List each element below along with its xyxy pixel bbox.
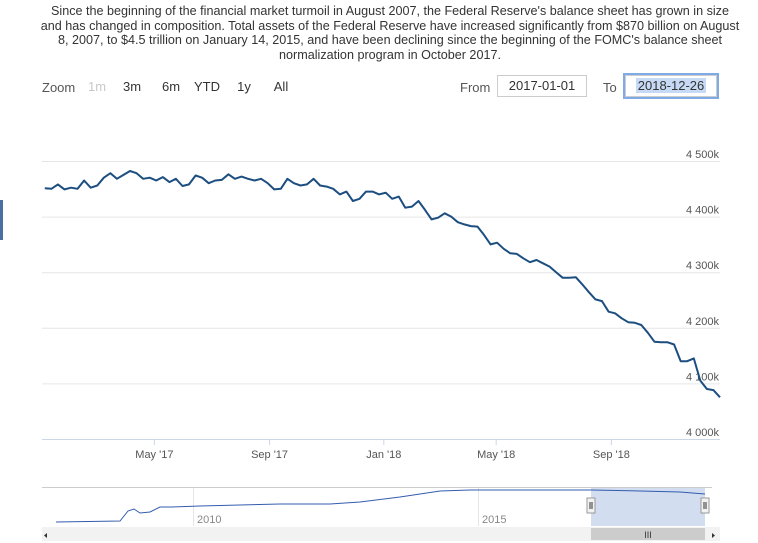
- navigator-series: [55, 489, 706, 523]
- navigator-handle: [586, 497, 596, 514]
- y-tick-label: 4 200k: [686, 316, 720, 328]
- to-label: To: [603, 80, 617, 95]
- zoom-1y-button[interactable]: 1y: [237, 79, 251, 94]
- x-axis: May '17 Sep '17 Jan '18 May '18 Sep '18: [135, 439, 630, 461]
- to-date-value: 2018-12-26: [635, 78, 707, 93]
- scroll-right-arrow-icon: [712, 533, 715, 538]
- navigator-selected-range: [591, 488, 705, 526]
- y-tick-label: 4 400k: [686, 205, 720, 217]
- from-date-input[interactable]: 2017-01-01: [497, 75, 587, 97]
- from-label: From: [460, 80, 491, 95]
- y-axis-labels: 4 000k 4 100k 4 200k 4 300k 4 400k 4 500k: [686, 149, 720, 439]
- y-tick-label: 4 300k: [686, 260, 720, 272]
- x-tick-label: Sep '18: [593, 449, 630, 461]
- scrollbar-track: [42, 527, 720, 541]
- zoom-label: Zoom: [42, 80, 76, 95]
- zoom-ytd-button[interactable]: YTD: [194, 79, 220, 94]
- scrollbar-grip-icon: III: [644, 530, 652, 540]
- series-line: [44, 170, 721, 398]
- to-date-input[interactable]: 2018-12-26: [623, 73, 719, 99]
- navigator: 2010 2015 III: [42, 487, 720, 541]
- left-accent-bar: [0, 200, 3, 240]
- navigator-year-label: 2015: [482, 514, 506, 526]
- y-tick-label: 4 500k: [686, 149, 720, 161]
- from-date-value: 2017-01-01: [508, 78, 576, 93]
- x-tick-label: Jan '18: [366, 449, 401, 461]
- scrollbar-thumb: [591, 528, 705, 540]
- zoom-3m-button[interactable]: 3m: [122, 79, 142, 94]
- y-tick-label: 4 100k: [686, 371, 720, 383]
- x-tick-label: May '17: [135, 449, 173, 461]
- y-tick-label: 4 000k: [686, 427, 720, 439]
- zoom-1m-button: 1m: [87, 79, 107, 94]
- grid-lines: [42, 161, 720, 440]
- navigator-handle: [700, 497, 710, 514]
- zoom-all-button[interactable]: All: [273, 79, 289, 94]
- handle-body: [700, 497, 710, 514]
- navigator-year-label: 2010: [197, 514, 221, 526]
- chart-description: Since the beginning of the financial mar…: [40, 4, 740, 62]
- x-tick-label: Sep '17: [251, 449, 288, 461]
- x-tick-label: May '18: [477, 449, 515, 461]
- scroll-left-arrow-icon: [44, 533, 47, 538]
- zoom-6m-button[interactable]: 6m: [161, 79, 181, 94]
- handle-body: [586, 497, 596, 514]
